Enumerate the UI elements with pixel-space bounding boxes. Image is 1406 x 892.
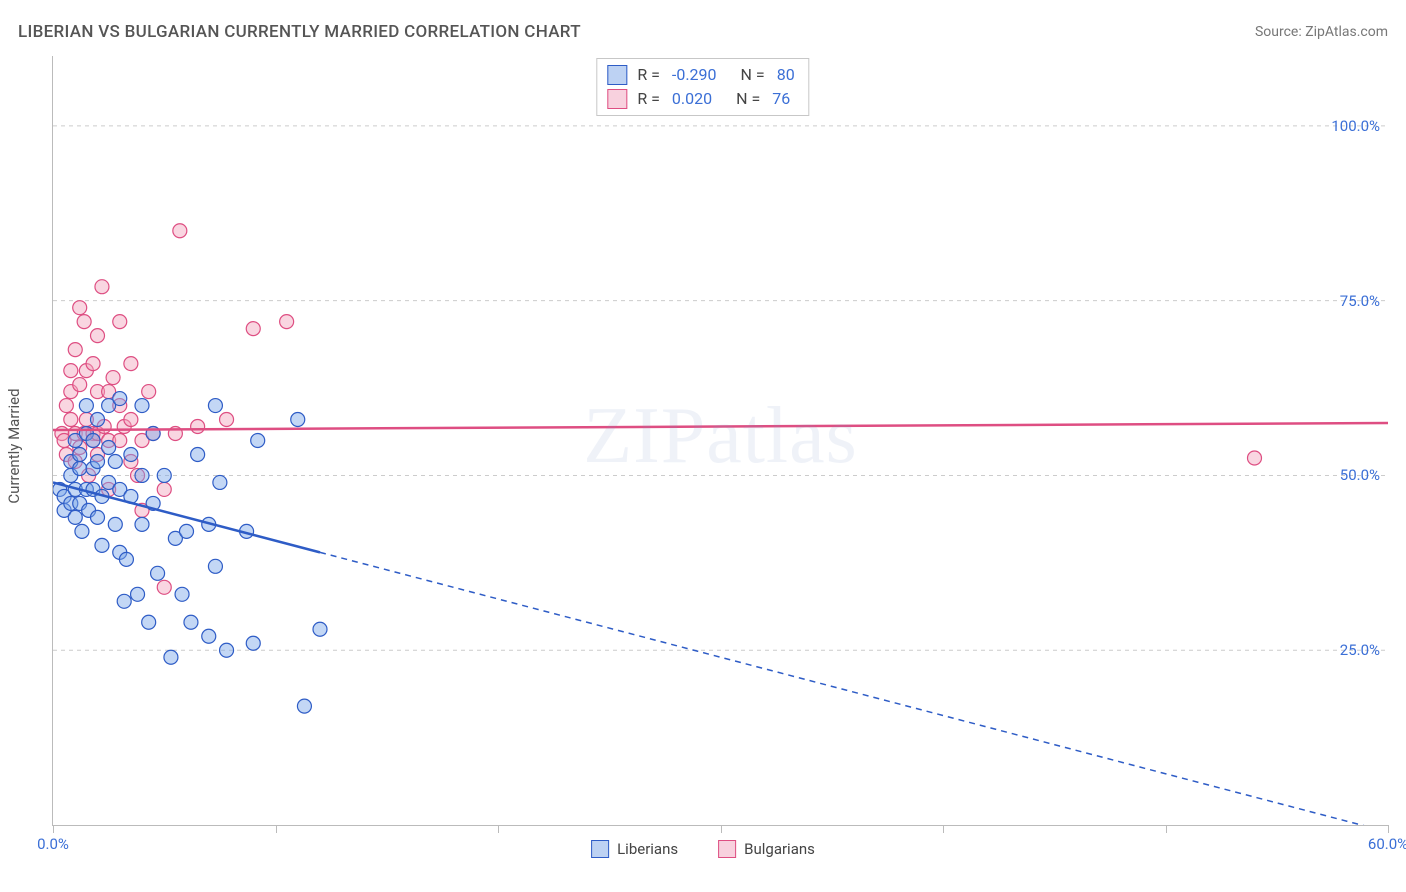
legend-item-liberians: Liberians [591, 840, 678, 858]
swatch-bulgarians-icon [718, 840, 736, 858]
swatch-bulgarians [607, 89, 627, 109]
series-legend: Liberians Bulgarians [591, 840, 815, 858]
y-tick-label: 50.0% [1340, 466, 1380, 484]
y-tick-label: 25.0% [1340, 641, 1380, 659]
x-tick-mark [943, 825, 944, 833]
chart-source: Source: ZipAtlas.com [1255, 24, 1388, 40]
swatch-liberians [607, 65, 627, 85]
x-tick-mark [1388, 825, 1389, 833]
x-tick-label: 60.0% [1368, 835, 1406, 853]
x-tick-mark [1166, 825, 1167, 833]
y-axis-label: Currently Married [5, 388, 23, 503]
y-tick-label: 75.0% [1340, 292, 1380, 310]
y-tick-label: 100.0% [1331, 117, 1380, 135]
correlation-legend: R = -0.290 N = 80 R = 0.020 N = 76 [596, 58, 809, 116]
legend-row-liberians: R = -0.290 N = 80 [607, 63, 794, 87]
x-tick-mark [53, 825, 54, 833]
chart-title: LIBERIAN VS BULGARIAN CURRENTLY MARRIED … [18, 22, 581, 42]
x-tick-label: 0.0% [37, 835, 69, 853]
legend-row-bulgarians: R = 0.020 N = 76 [607, 87, 794, 111]
chart-header: LIBERIAN VS BULGARIAN CURRENTLY MARRIED … [18, 22, 1388, 42]
x-tick-mark [721, 825, 722, 833]
legend-item-bulgarians: Bulgarians [718, 840, 815, 858]
x-tick-mark [498, 825, 499, 833]
swatch-liberians-icon [591, 840, 609, 858]
plot-area: ZIPatlas 25.0%50.0%75.0%100.0%0.0%60.0% [52, 56, 1388, 826]
x-tick-mark [276, 825, 277, 833]
plot-svg [53, 56, 1388, 825]
